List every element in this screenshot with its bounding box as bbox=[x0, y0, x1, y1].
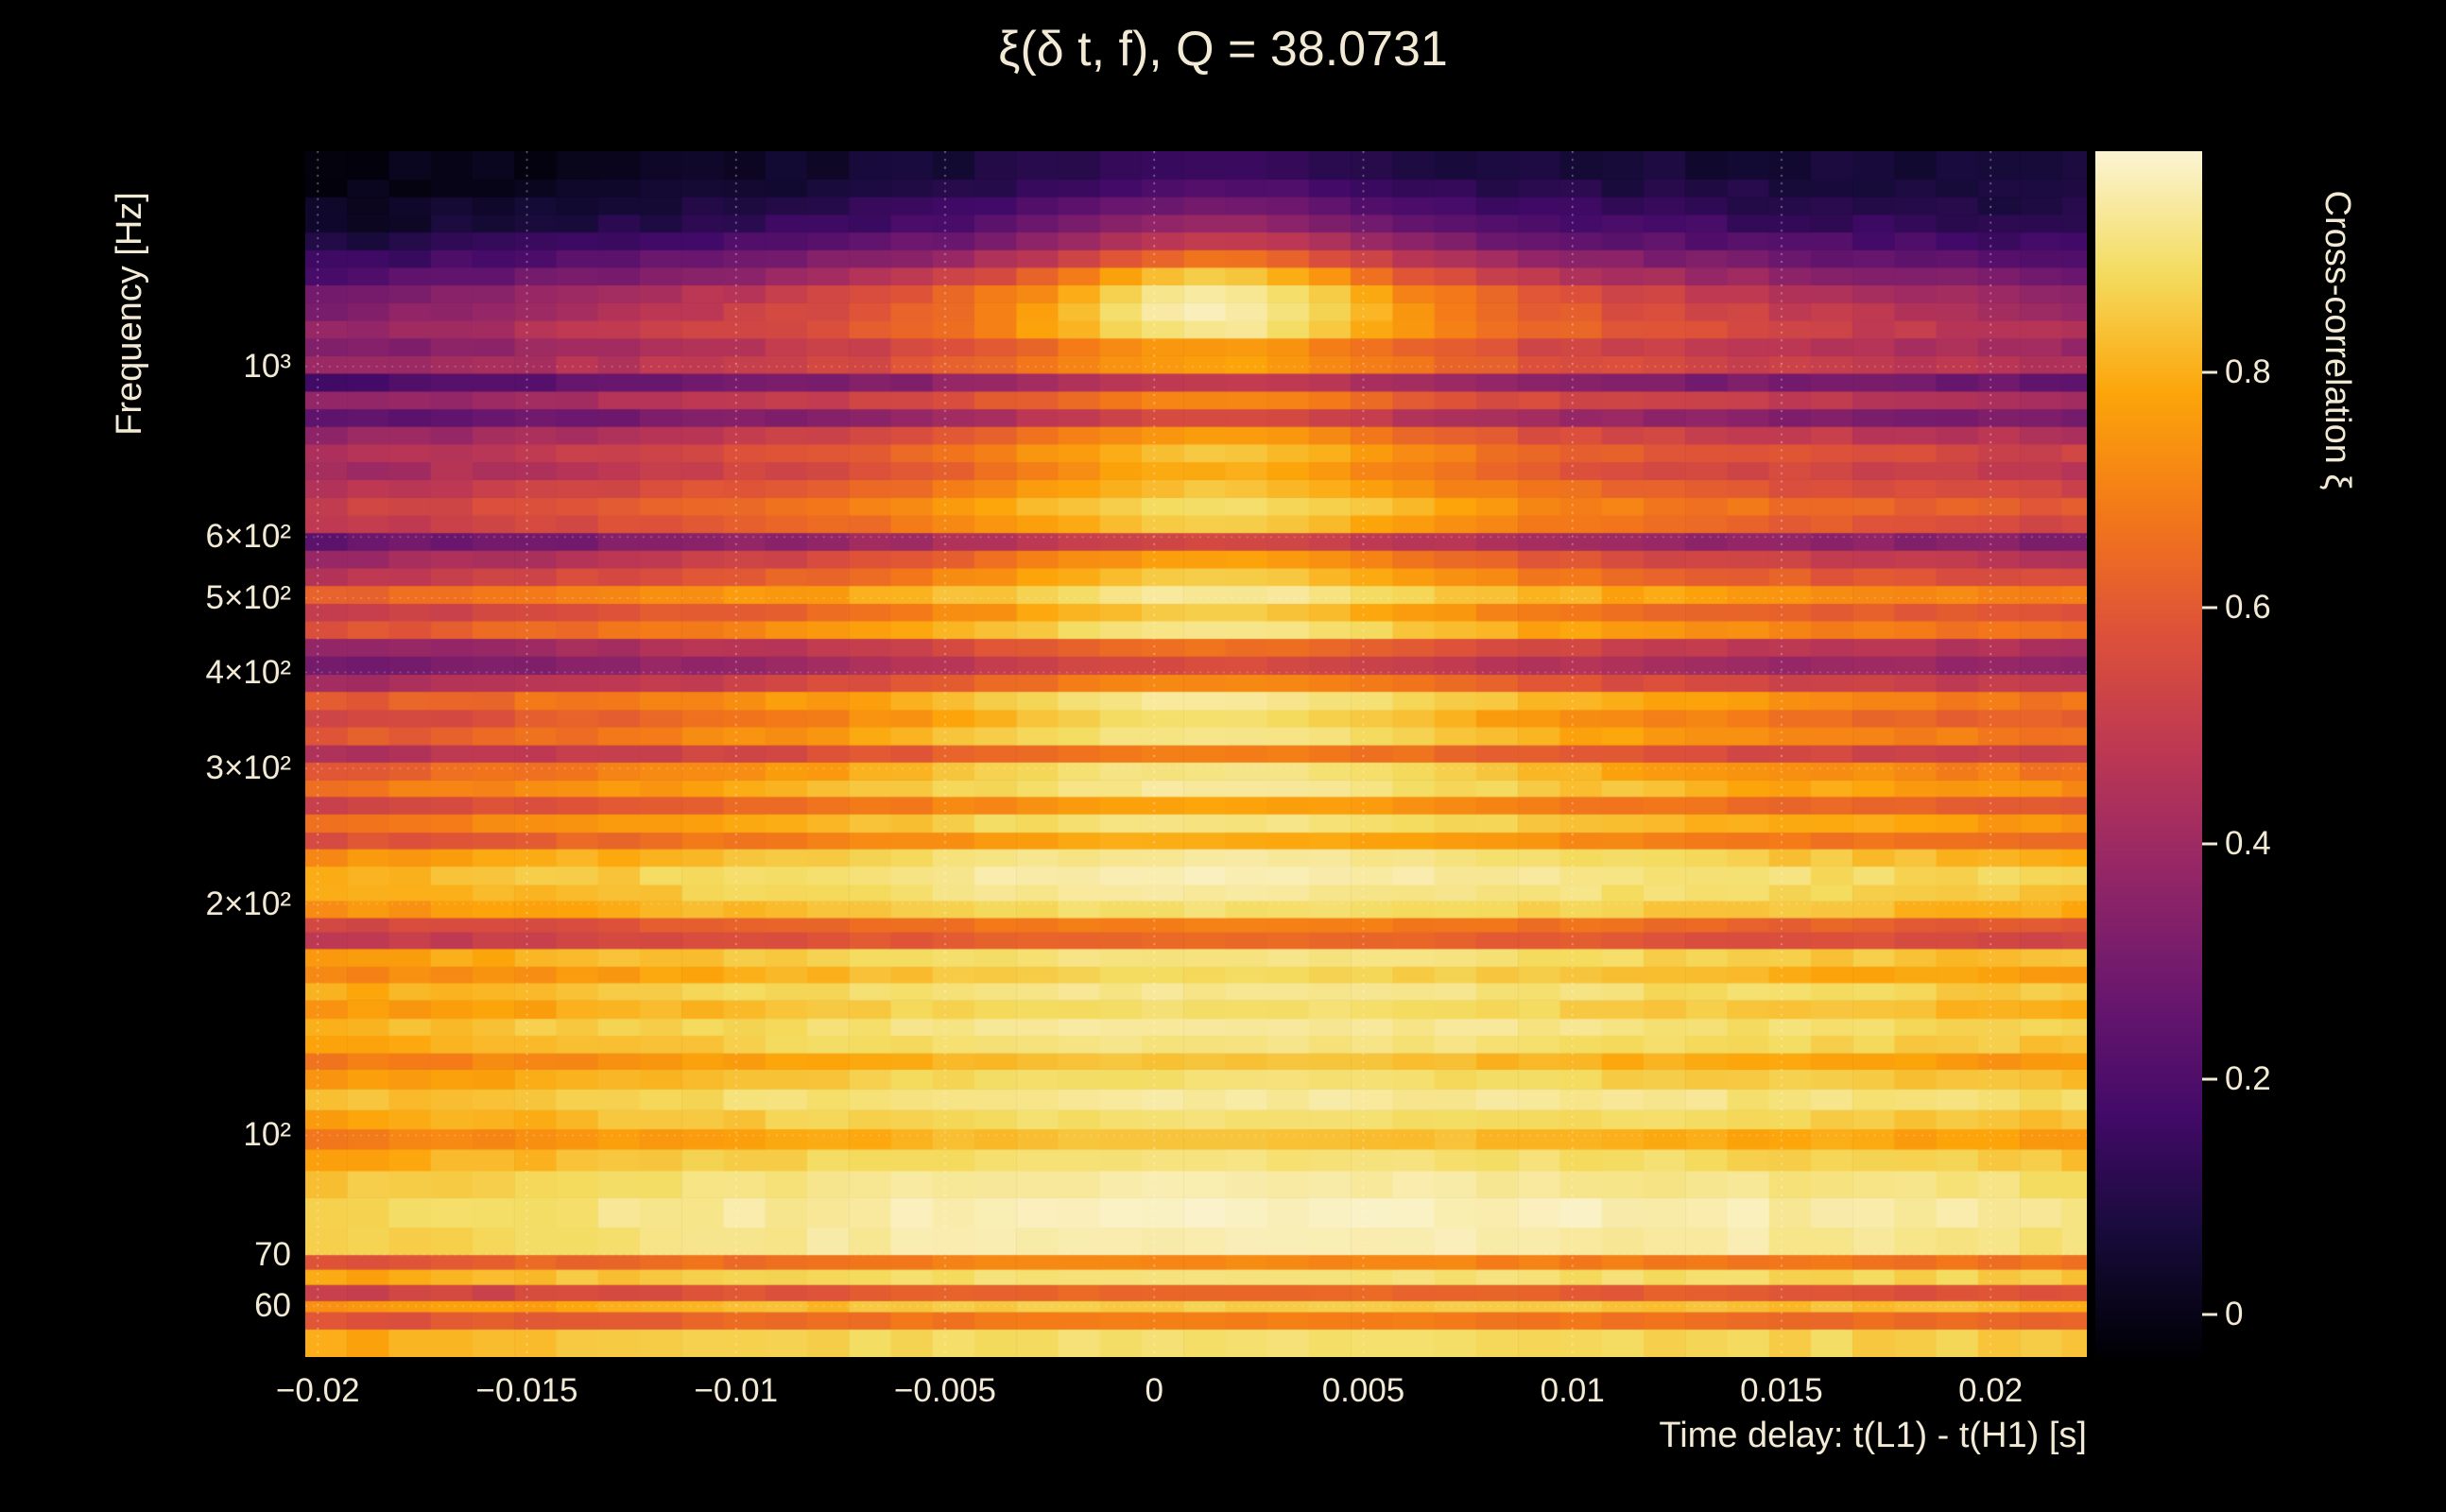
x-tick-label: −0.01 bbox=[694, 1372, 779, 1409]
colorbar-tick-mark bbox=[2202, 842, 2217, 846]
heatmap-canvas bbox=[305, 151, 2087, 1357]
y-tick-label: 6×10² bbox=[205, 518, 292, 556]
y-tick-label: 2×10² bbox=[205, 885, 292, 922]
colorbar-tick-mark bbox=[2202, 1313, 2217, 1316]
colorbar-tick-mark bbox=[2202, 606, 2217, 610]
x-tick-label: 0.01 bbox=[1540, 1372, 1605, 1409]
x-tick-label: 0.005 bbox=[1321, 1372, 1405, 1409]
y-axis-label: Frequency [Hz] bbox=[110, 192, 149, 436]
colorbar-tick-label: 0.2 bbox=[2225, 1059, 2271, 1097]
colorbar-tick-mark bbox=[2202, 370, 2217, 374]
colorbar-tick-mark bbox=[2202, 1077, 2217, 1081]
y-tick-label: 5×10² bbox=[205, 578, 292, 616]
colorbar-canvas bbox=[2095, 151, 2202, 1357]
x-tick-label: −0.02 bbox=[275, 1372, 360, 1409]
y-tick-label: 10³ bbox=[243, 347, 291, 385]
chart-title: ξ(δ t, f), Q = 38.0731 bbox=[998, 22, 1448, 77]
colorbar-tick-label: 0 bbox=[2225, 1296, 2244, 1333]
y-tick-label: 60 bbox=[254, 1287, 291, 1324]
y-tick-label: 4×10² bbox=[205, 653, 292, 691]
x-tick-label: 0 bbox=[1145, 1372, 1163, 1409]
x-tick-label: 0.02 bbox=[1958, 1372, 2024, 1409]
y-tick-label: 10² bbox=[243, 1116, 291, 1154]
x-tick-label: −0.005 bbox=[893, 1372, 997, 1409]
x-tick-label: −0.015 bbox=[475, 1372, 578, 1409]
x-tick-label: 0.015 bbox=[1740, 1372, 1823, 1409]
colorbar-tick-label: 0.4 bbox=[2225, 824, 2271, 862]
colorbar-tick-label: 0.6 bbox=[2225, 589, 2271, 627]
colorbar-tick-label: 0.8 bbox=[2225, 353, 2271, 391]
y-tick-label: 3×10² bbox=[205, 749, 292, 787]
y-tick-label: 70 bbox=[254, 1235, 291, 1273]
colorbar-label: Cross-correlation ξ bbox=[2317, 190, 2357, 490]
x-axis-label: Time delay: t(L1) - t(H1) [s] bbox=[1659, 1416, 2087, 1455]
